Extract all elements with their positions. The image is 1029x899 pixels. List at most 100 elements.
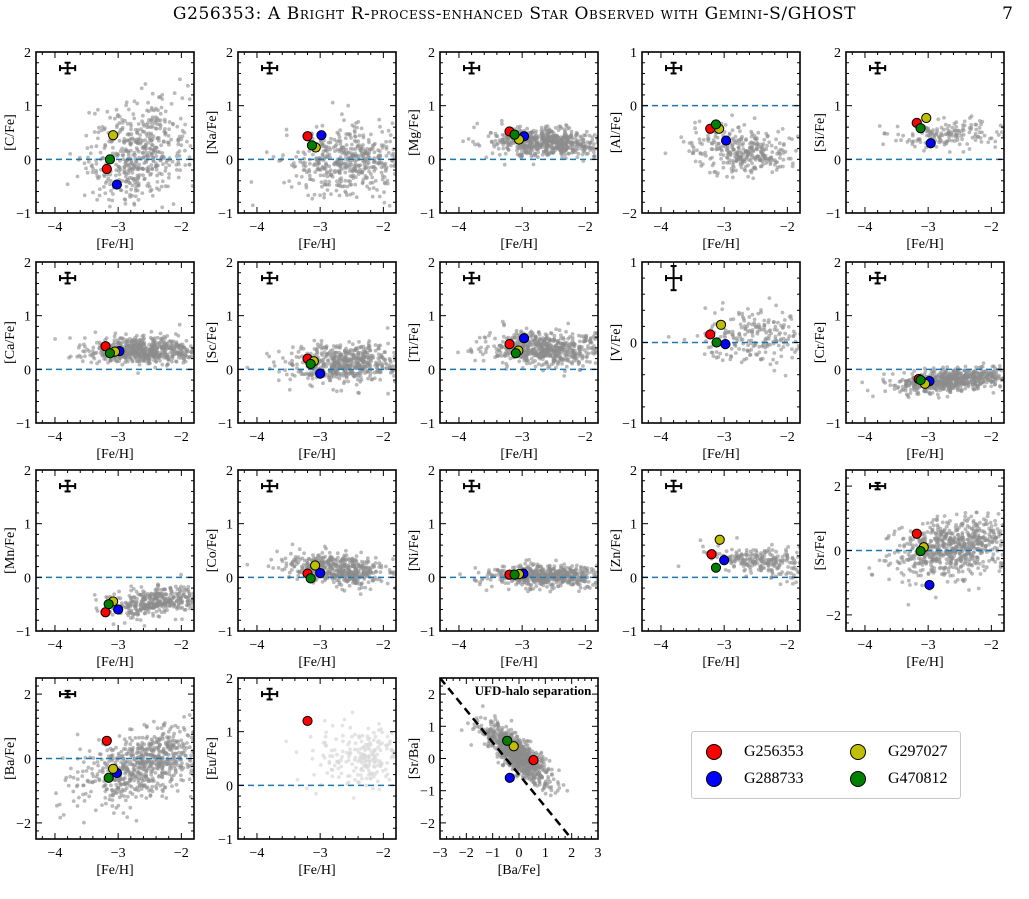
halo-point [801, 172, 805, 176]
halo-point [566, 321, 571, 326]
halo-point [309, 371, 314, 376]
halo-point [160, 93, 165, 97]
halo-point [766, 320, 771, 325]
halo-point [730, 329, 735, 334]
y-tick-label: −2 [622, 207, 637, 222]
halo-point [103, 338, 107, 342]
halo-point [893, 383, 898, 388]
halo-point [563, 129, 567, 134]
halo-point [136, 139, 140, 144]
halo-point [176, 355, 181, 360]
halo-point [982, 133, 987, 138]
halo-point [961, 132, 966, 137]
halo-point [737, 139, 742, 143]
halo-point [682, 337, 687, 342]
halo-point [410, 369, 414, 373]
halo-point [322, 195, 326, 200]
halo-point [75, 174, 80, 179]
typical-error-bar [665, 265, 683, 292]
halo-point [572, 144, 577, 149]
typical-error-bar [463, 271, 481, 285]
halo-point [398, 362, 402, 366]
halo-point [306, 193, 311, 198]
halo-point [746, 174, 751, 179]
halo-point [380, 130, 385, 134]
x-axis-label: [Fe/H] [702, 237, 739, 252]
halo-point [471, 139, 475, 144]
halo-point [78, 343, 82, 348]
halo-point [570, 361, 575, 366]
halo-point [550, 129, 555, 134]
halo-point [309, 177, 313, 182]
halo-point [567, 140, 571, 145]
halo-point [904, 392, 909, 397]
halo-point [178, 168, 183, 173]
halo-point [96, 130, 101, 135]
halo-point [730, 169, 734, 174]
halo-point [354, 382, 359, 387]
halo-point [289, 185, 294, 189]
halo-point [766, 342, 770, 347]
halo-point [354, 175, 358, 180]
halo-point [782, 318, 787, 322]
halo-point [701, 138, 706, 142]
halo-point [335, 375, 339, 379]
x-tick-label: −2 [780, 430, 795, 445]
halo-point [141, 150, 145, 155]
halo-point [385, 326, 390, 330]
halo-point [392, 364, 396, 369]
halo-point [159, 143, 164, 148]
halo-point [106, 360, 110, 365]
star-G470812 [711, 337, 722, 348]
halo-point [114, 125, 119, 129]
halo-point [350, 342, 355, 347]
halo-point [536, 330, 541, 334]
halo-point [344, 190, 348, 195]
halo-point [883, 380, 887, 385]
halo-point [398, 361, 402, 365]
halo-point [746, 307, 750, 311]
y-axis-label: [C/Fe] [3, 114, 18, 151]
y-tick-label: −1 [420, 207, 435, 222]
halo-point [892, 387, 897, 391]
halo-point [147, 342, 152, 347]
halo-point [943, 381, 948, 386]
halo-point [118, 188, 123, 192]
halo-point [746, 163, 750, 168]
halo-point [715, 173, 719, 178]
halo-point [177, 322, 182, 327]
halo-point [528, 139, 532, 144]
halo-point [68, 354, 73, 359]
halo-point [155, 173, 160, 178]
halo-point [559, 135, 563, 140]
halo-point [378, 343, 383, 348]
x-axis-label: [Fe/H] [298, 447, 335, 462]
halo-point [562, 133, 567, 138]
halo-point [176, 142, 181, 147]
halo-point [267, 354, 272, 359]
halo-point [170, 159, 175, 164]
halo-point [324, 344, 329, 349]
halo-point [291, 345, 295, 350]
y-tick-label: 1 [428, 310, 435, 325]
axes-frame [439, 261, 599, 424]
halo-point [489, 139, 494, 144]
halo-point [599, 149, 603, 153]
halo-point [384, 139, 388, 144]
page-number: 7 [1002, 4, 1013, 24]
x-axis-label: [Fe/H] [702, 447, 739, 462]
halo-point [290, 358, 294, 363]
halo-point [349, 358, 353, 363]
halo-point [530, 348, 534, 352]
ticks [440, 51, 599, 214]
halo-point [136, 351, 141, 356]
halo-point [718, 351, 723, 356]
halo-point [295, 362, 299, 367]
halo-point [481, 352, 485, 357]
halo-point [744, 137, 748, 142]
halo-point [532, 144, 537, 149]
halo-point [95, 361, 99, 366]
halo-point [588, 360, 592, 364]
